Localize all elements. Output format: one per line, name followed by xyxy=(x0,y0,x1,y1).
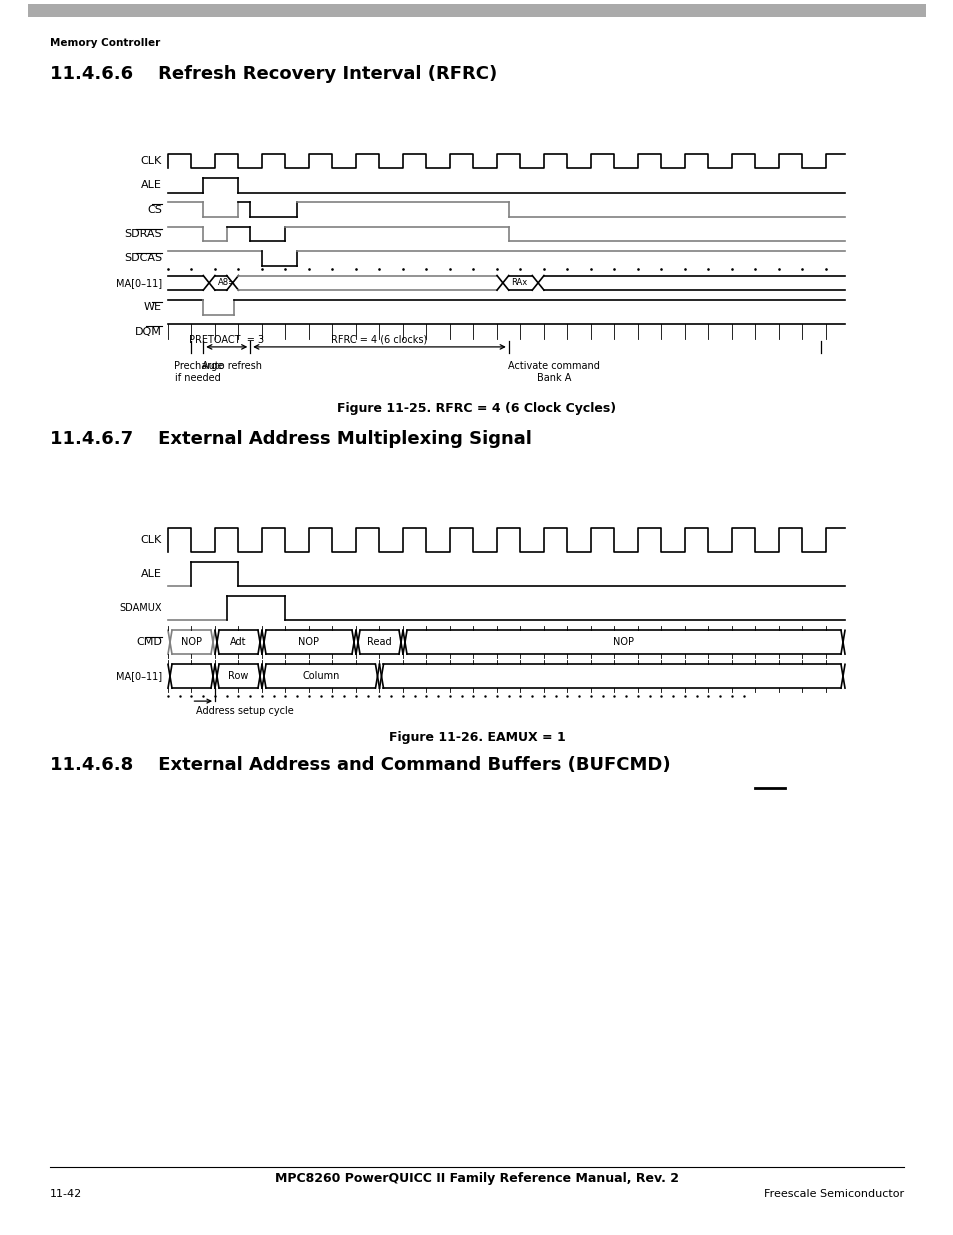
Text: SDCAS: SDCAS xyxy=(124,253,162,263)
Text: Activate command
Bank A: Activate command Bank A xyxy=(507,361,599,383)
Text: 11-42: 11-42 xyxy=(50,1189,82,1199)
Text: 11.4.6.6    Refresh Recovery Interval (RFRC): 11.4.6.6 Refresh Recovery Interval (RFRC… xyxy=(50,65,497,83)
Text: 11.4.6.7    External Address Multiplexing Signal: 11.4.6.7 External Address Multiplexing S… xyxy=(50,430,532,448)
Text: RAx: RAx xyxy=(510,278,526,288)
Text: SDRAS: SDRAS xyxy=(124,230,162,240)
Text: CMD: CMD xyxy=(136,637,162,647)
Text: Column: Column xyxy=(302,671,339,682)
Text: Freescale Semiconductor: Freescale Semiconductor xyxy=(763,1189,903,1199)
Text: ALE: ALE xyxy=(141,569,162,579)
Text: CLK: CLK xyxy=(141,535,162,545)
Text: Precharge
if needed: Precharge if needed xyxy=(173,361,223,383)
Text: Row: Row xyxy=(228,671,249,682)
Text: WE: WE xyxy=(144,303,162,312)
Text: RFRC = 4 (6 clocks): RFRC = 4 (6 clocks) xyxy=(331,335,427,345)
Text: Memory Controller: Memory Controller xyxy=(50,38,160,48)
Text: CLK: CLK xyxy=(141,156,162,165)
Text: CS: CS xyxy=(147,205,162,215)
Text: SDAMUX: SDAMUX xyxy=(119,603,162,614)
Text: Auto refresh: Auto refresh xyxy=(201,361,261,370)
Text: DQM: DQM xyxy=(135,326,162,337)
Text: Read: Read xyxy=(367,637,392,647)
Text: MA[0–11]: MA[0–11] xyxy=(115,278,162,288)
Text: MPC8260 PowerQUICC II Family Reference Manual, Rev. 2: MPC8260 PowerQUICC II Family Reference M… xyxy=(274,1172,679,1186)
Text: NOP: NOP xyxy=(181,637,202,647)
Text: A8=: A8= xyxy=(218,278,236,288)
Text: PRETOACT  = 3: PRETOACT = 3 xyxy=(189,335,264,345)
Text: Address setup cycle: Address setup cycle xyxy=(196,706,294,716)
Text: ALE: ALE xyxy=(141,180,162,190)
Text: NOP: NOP xyxy=(298,637,319,647)
Text: NOP: NOP xyxy=(613,637,634,647)
Text: Adt: Adt xyxy=(230,637,247,647)
Bar xyxy=(28,4,925,17)
Text: MA[0–11]: MA[0–11] xyxy=(115,671,162,682)
Text: 11.4.6.8    External Address and Command Buffers (BUFCMD): 11.4.6.8 External Address and Command Bu… xyxy=(50,756,670,774)
Text: Figure 11-25. RFRC = 4 (6 Clock Cycles): Figure 11-25. RFRC = 4 (6 Clock Cycles) xyxy=(337,401,616,415)
Text: Figure 11-26. EAMUX = 1: Figure 11-26. EAMUX = 1 xyxy=(388,731,565,745)
